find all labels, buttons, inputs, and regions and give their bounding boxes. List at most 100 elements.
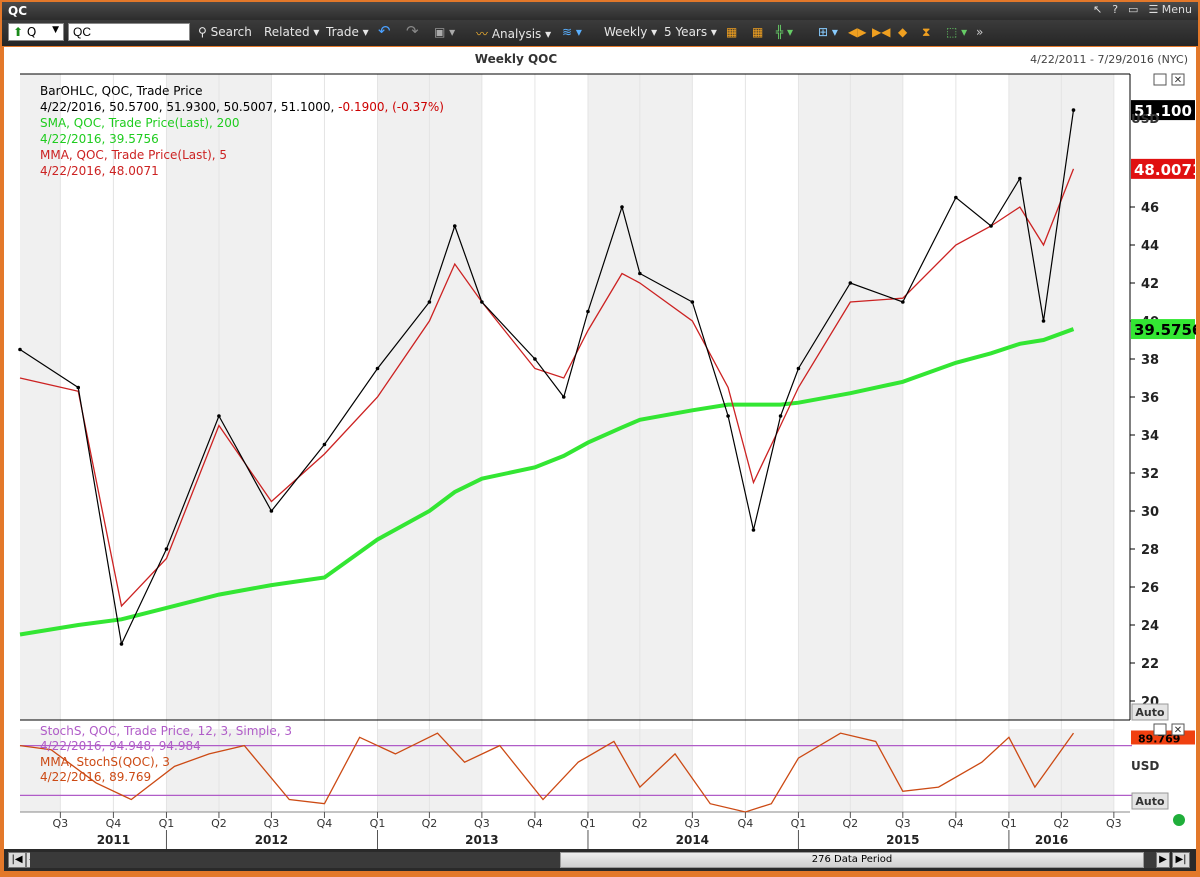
- upper-restore-icon[interactable]: [1153, 73, 1167, 86]
- menu-button[interactable]: ☰ Menu: [1148, 3, 1192, 16]
- symbol-type-select[interactable]: ⬆ Q ▼: [8, 23, 64, 41]
- quarter-label: Q2: [211, 817, 227, 830]
- chevron-down-icon: ▼: [52, 25, 59, 35]
- price-point: [1018, 176, 1022, 181]
- scroll-left-icon[interactable]: ◀▶: [848, 25, 867, 39]
- auto-scale-button[interactable]: [1131, 703, 1169, 721]
- price-point: [561, 395, 566, 399]
- price-point: [690, 300, 695, 304]
- y-tick-label: 44: [1141, 239, 1159, 254]
- up-arrow-icon: ⬆: [13, 25, 24, 39]
- quarter-label: Q1: [159, 817, 175, 830]
- y-tick-label: 42: [1141, 277, 1159, 292]
- related-label: Related: [264, 25, 310, 39]
- select-icon[interactable]: ⬚ ▾: [946, 25, 968, 39]
- interval-label: Weekly: [604, 25, 648, 39]
- sma-line: [19, 327, 1075, 637]
- pin-icon[interactable]: ↖: [1092, 3, 1103, 16]
- interval-select[interactable]: Weekly ▾: [604, 25, 658, 39]
- price-point: [119, 642, 124, 646]
- y-tick-label: 24: [1141, 619, 1159, 634]
- lower-close-icon[interactable]: [1171, 723, 1185, 736]
- upper-close-icon[interactable]: [1171, 73, 1185, 86]
- currency-label: USD: [1131, 112, 1159, 126]
- quarter-label: Q3: [685, 817, 701, 830]
- quarter-label: Q1: [1001, 817, 1017, 830]
- price-series: [18, 108, 1076, 646]
- studies-icon[interactable]: ≋ ▾: [562, 25, 582, 39]
- lower-close-glyph: ✕: [1174, 725, 1182, 736]
- price-point: [954, 195, 958, 200]
- hourglass-icon[interactable]: ⧗: [922, 25, 931, 39]
- y-tick-label: 38: [1141, 353, 1159, 368]
- quarter-label: Q2: [422, 817, 438, 830]
- y-tick-label: 36: [1141, 391, 1159, 406]
- time-scrollbar[interactable]: |◀ ◀ 276 Data Period ▶ ▶|: [4, 849, 1196, 871]
- trade-button[interactable]: Trade ▾: [326, 25, 369, 39]
- legend-mma-title: MMA, QOC, Trade Price(Last), 5: [40, 148, 227, 162]
- more-icon[interactable]: »: [976, 25, 984, 39]
- quarter-label: Q3: [1106, 817, 1122, 830]
- price-point: [480, 300, 484, 304]
- data-period-label: 276 Data Period: [811, 854, 893, 865]
- legend-sma-value: 4/22/2016, 39.5756: [40, 132, 159, 146]
- quarter-label: Q2: [632, 817, 648, 830]
- legend-price-values: 4/22/2016, 50.5700, 51.9300, 50.5007, 51…: [40, 100, 444, 114]
- price-line: [19, 110, 1075, 646]
- price-point: [901, 300, 905, 304]
- upper-pane-frame: [20, 73, 1131, 813]
- legend-stoch-title: StochS, QOC, Trade Price, 12, 3, Simple,…: [40, 724, 292, 738]
- window-title: QC: [8, 4, 28, 18]
- compare-chart-icon[interactable]: ▦: [752, 25, 764, 39]
- zoom-box-icon[interactable]: ⊞ ▾: [818, 25, 838, 39]
- price-point: [427, 300, 432, 304]
- price-point: [1041, 319, 1046, 323]
- analysis-button[interactable]: 〰 Analysis ▾: [476, 27, 552, 41]
- related-button[interactable]: Related ▾: [264, 25, 320, 39]
- price-point: [638, 271, 642, 276]
- scroll-end-icon[interactable]: ▶◀: [872, 25, 891, 39]
- undo-icon[interactable]: ↶: [378, 22, 391, 40]
- crosshair-icon[interactable]: ╬ ▾: [776, 25, 794, 39]
- quarter-label: Q4: [106, 817, 122, 830]
- line-chart-icon[interactable]: ▦: [726, 25, 738, 39]
- quarter-label: Q3: [474, 817, 490, 830]
- auto-scale-button-lower[interactable]: [1131, 792, 1169, 810]
- help-icon[interactable]: ?: [1112, 3, 1119, 16]
- price-last-badge-label: 51.100: [1134, 102, 1192, 120]
- price-point: [269, 509, 274, 513]
- mma-last-badge-label: 48.0071: [1134, 161, 1196, 179]
- redo-icon[interactable]: ↷: [406, 22, 419, 40]
- vertical-zoom-icon[interactable]: ◆: [898, 25, 908, 39]
- year-label: 2014: [676, 833, 709, 847]
- chart-svg[interactable]: 202224262830323436384042444651.10048.007…: [4, 47, 1200, 849]
- legend-price-ohlc: 4/22/2016, 50.5700, 51.9300, 50.5007, 51…: [40, 100, 338, 114]
- y-tick-label: 28: [1141, 543, 1159, 558]
- price-point: [164, 547, 169, 551]
- search-button[interactable]: ⚲ Search: [198, 25, 252, 39]
- auto-scale-label: Auto: [1135, 706, 1165, 719]
- chart-area: 202224262830323436384042444651.10048.007…: [4, 47, 1200, 849]
- search-icon: ⚲: [198, 25, 207, 39]
- range-select[interactable]: 5 Years ▾: [664, 25, 717, 39]
- scroll-last-button[interactable]: ▶|: [1172, 852, 1190, 868]
- folder-icon[interactable]: ▣ ▾: [434, 25, 456, 39]
- grid-lines: [59, 74, 1115, 812]
- lower-restore-icon[interactable]: [1153, 723, 1167, 736]
- price-point: [751, 528, 756, 532]
- y-tick-label: 32: [1141, 467, 1159, 482]
- shade-upper-2011: [20, 74, 61, 720]
- symbol-input[interactable]: [68, 23, 190, 41]
- price-point: [620, 205, 624, 209]
- minimize-icon[interactable]: ▭: [1128, 3, 1139, 16]
- price-point: [586, 309, 590, 314]
- scroll-thumb[interactable]: 276 Data Period: [560, 852, 1144, 868]
- sma-series: [19, 327, 1075, 637]
- scroll-first-button[interactable]: |◀: [8, 852, 26, 868]
- trade-label: Trade: [326, 25, 359, 39]
- quarter-label: Q4: [948, 817, 964, 830]
- scroll-next-button[interactable]: ▶: [1156, 852, 1170, 868]
- chart-title: Weekly QOC: [475, 52, 558, 66]
- range-label: 5 Years: [664, 25, 708, 39]
- quarter-label: Q4: [527, 817, 543, 830]
